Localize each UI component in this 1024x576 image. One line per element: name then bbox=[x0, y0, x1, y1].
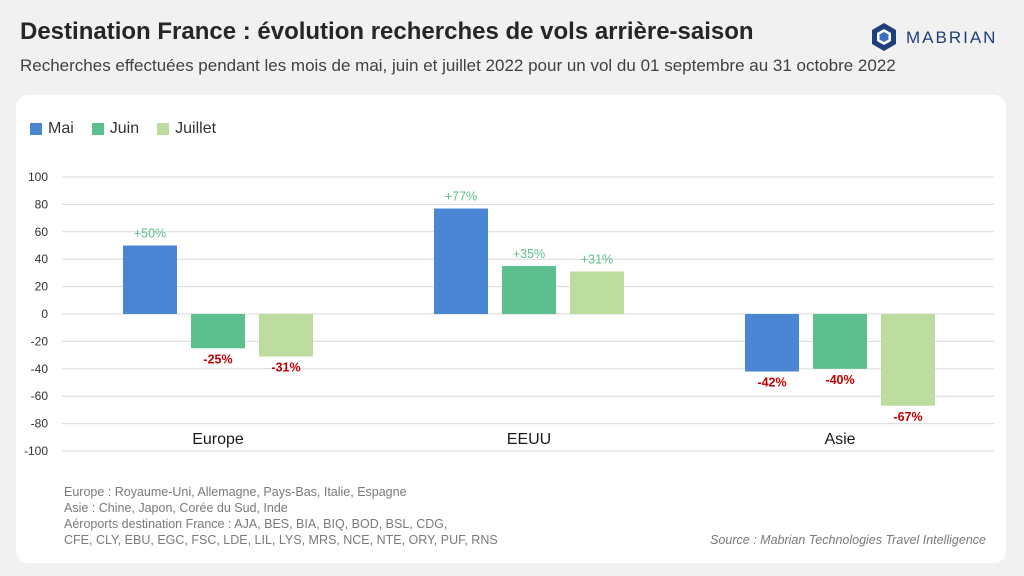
y-tick-label: 40 bbox=[35, 252, 49, 266]
bar bbox=[502, 266, 556, 314]
y-tick-label: 0 bbox=[41, 307, 48, 321]
chart-notes: Europe : Royaume-Uni, Allemagne, Pays-Ba… bbox=[64, 484, 498, 548]
y-tick-label: -60 bbox=[31, 389, 49, 403]
data-label: +50% bbox=[134, 227, 166, 241]
note-airports-2: CFE, CLY, EBU, EGC, FSC, LDE, LIL, LYS, … bbox=[64, 533, 498, 547]
hexagon-logo-icon bbox=[872, 23, 896, 51]
note-asie: Asie : Chine, Japon, Corée du Sud, Inde bbox=[64, 501, 288, 515]
data-label: -67% bbox=[893, 410, 922, 424]
note-airports-1: Aéroports destination France : AJA, BES,… bbox=[64, 517, 448, 531]
y-tick-label: 80 bbox=[35, 197, 49, 211]
data-label: -42% bbox=[757, 376, 786, 390]
logo-text: MABRIAN bbox=[906, 28, 998, 47]
legend-swatch-juillet bbox=[157, 123, 170, 135]
chart-title: Destination France : évolution recherche… bbox=[20, 18, 754, 45]
category-label: Europe bbox=[192, 431, 244, 448]
y-tick-label: 60 bbox=[35, 225, 49, 239]
bar bbox=[745, 314, 799, 372]
chart-subtitle: Recherches effectuées pendant les mois d… bbox=[20, 56, 896, 75]
bar bbox=[191, 314, 245, 349]
legend-swatch-mai bbox=[30, 123, 42, 135]
y-tick-label: 20 bbox=[35, 280, 49, 294]
y-tick-label: -80 bbox=[31, 417, 49, 431]
data-label: +35% bbox=[513, 247, 545, 261]
data-label: -25% bbox=[203, 352, 232, 366]
bar bbox=[813, 314, 867, 369]
legend-item-mai: Mai bbox=[30, 120, 74, 138]
y-tick-label: -100 bbox=[24, 444, 48, 458]
legend-item-juillet: Juillet bbox=[157, 120, 216, 138]
y-tick-label: -20 bbox=[31, 334, 49, 348]
data-label: -31% bbox=[271, 360, 300, 374]
bar bbox=[259, 314, 313, 357]
legend-label-juin: Juin bbox=[109, 120, 140, 137]
legend-swatch-juin bbox=[91, 123, 104, 135]
category-label: EEUU bbox=[507, 431, 551, 448]
y-tick-label: 100 bbox=[28, 170, 48, 184]
mabrian-logo: MABRIAN bbox=[870, 22, 1000, 54]
data-label: +77% bbox=[445, 190, 477, 204]
note-europe: Europe : Royaume-Uni, Allemagne, Pays-Ba… bbox=[64, 485, 407, 499]
data-label: -40% bbox=[825, 373, 854, 387]
legend-label-mai: Mai bbox=[48, 120, 74, 137]
category-label: Asie bbox=[824, 431, 855, 448]
legend-label-juillet: Juillet bbox=[175, 120, 217, 137]
source-note: Source : Mabrian Technologies Travel Int… bbox=[710, 533, 986, 547]
bar bbox=[123, 245, 177, 314]
bar bbox=[881, 314, 935, 406]
y-tick-label: -40 bbox=[31, 362, 49, 376]
chart-legend: Mai Juin Juillet bbox=[30, 120, 216, 138]
bar bbox=[434, 208, 488, 314]
legend-item-juin: Juin bbox=[91, 120, 140, 138]
bar bbox=[570, 271, 624, 314]
data-label: +31% bbox=[581, 253, 613, 267]
